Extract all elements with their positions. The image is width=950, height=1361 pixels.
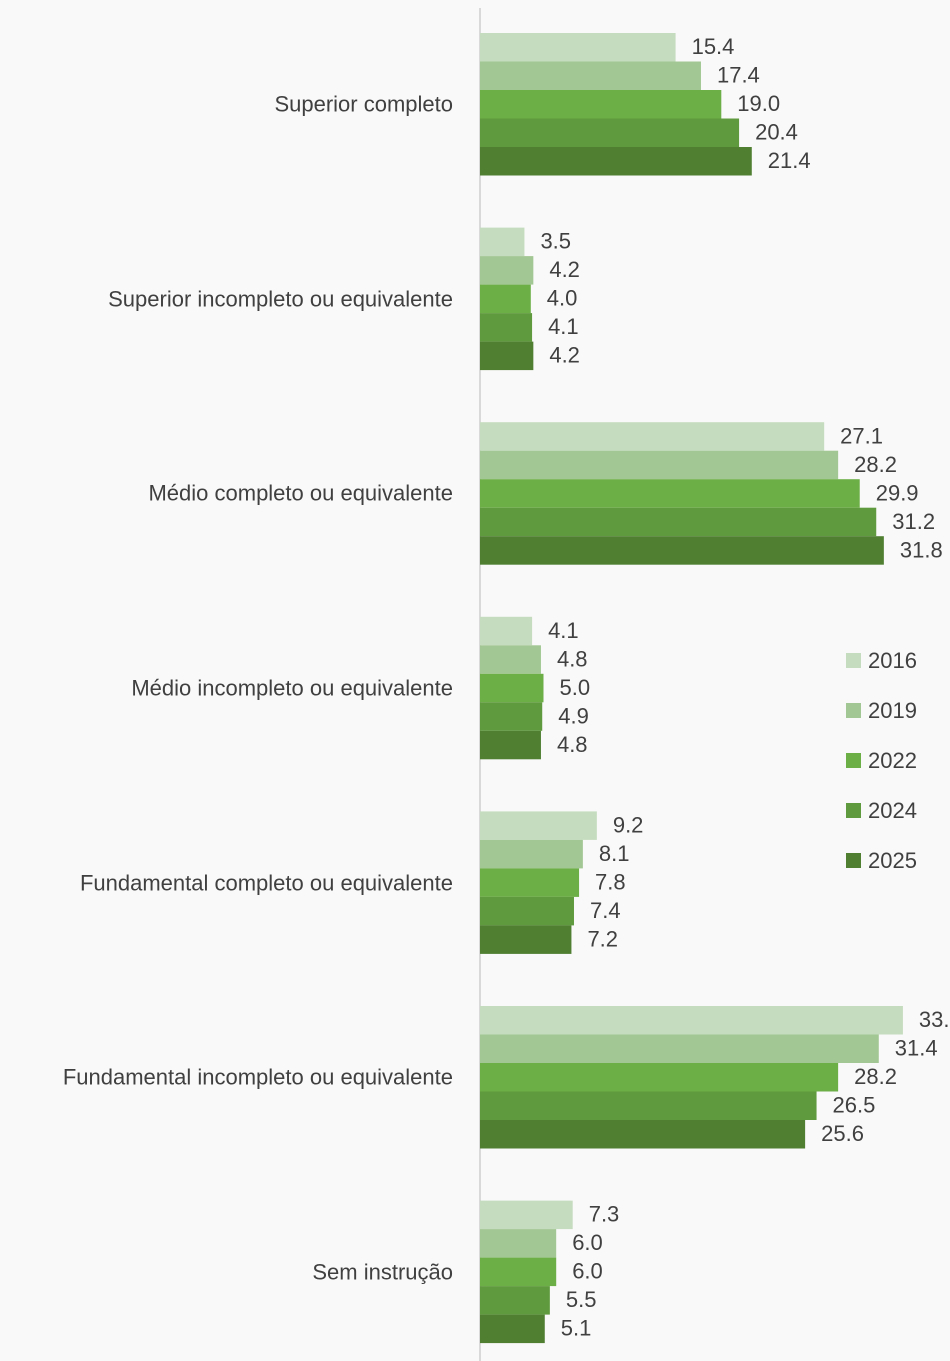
bar (480, 673, 544, 703)
legend-swatch (846, 753, 861, 768)
value-label: 5.1 (561, 1316, 592, 1341)
category-label: Sem instrução (0, 1254, 453, 1289)
category-text: Fundamental incompleto ou equivalente (62, 1064, 453, 1090)
value-label: 4.1 (548, 314, 579, 339)
bar (480, 284, 531, 314)
bar (480, 1286, 550, 1315)
category-text: Superior incompleto ou equivalente (108, 286, 453, 312)
bar (480, 1200, 573, 1230)
bar (480, 1006, 903, 1035)
value-label: 6.0 (572, 1259, 603, 1284)
value-label: 27.1 (840, 423, 883, 448)
value-label: 31.8 (900, 537, 943, 562)
value-label: 33.3 (919, 1007, 950, 1032)
bar (480, 118, 740, 147)
value-label: 6.0 (572, 1230, 603, 1255)
bar (480, 536, 884, 565)
bar (480, 147, 752, 176)
value-label: 26.5 (833, 1093, 876, 1118)
bar (480, 1063, 839, 1092)
legend-label: 2024 (868, 798, 917, 823)
bar (480, 868, 580, 897)
bar (480, 730, 541, 760)
bar (480, 341, 534, 371)
category-text: Superior completo (274, 91, 453, 117)
bar (480, 1314, 545, 1344)
bar (480, 645, 541, 674)
value-label: 29.9 (876, 480, 919, 505)
value-label: 3.5 (540, 229, 571, 254)
bar (480, 227, 525, 257)
legend-swatch (846, 803, 861, 818)
value-label: 31.2 (892, 509, 935, 534)
bar (480, 1257, 557, 1287)
bar (480, 702, 543, 731)
bar (480, 256, 534, 285)
category-text: Sem instrução (312, 1259, 453, 1285)
value-label: 15.4 (692, 34, 735, 59)
legend-swatch (846, 653, 861, 668)
category-text: Médio incompleto ou equivalente (131, 675, 453, 701)
value-label: 5.0 (560, 675, 591, 700)
value-label: 20.4 (755, 120, 798, 145)
category-text: Fundamental completo ou equivalente (79, 870, 453, 896)
value-label: 7.3 (589, 1202, 620, 1227)
bar (480, 90, 722, 119)
value-label: 31.4 (895, 1036, 938, 1061)
legend-label: 2016 (868, 648, 917, 673)
value-label: 9.2 (613, 812, 644, 837)
value-label: 28.2 (854, 452, 897, 477)
bar (480, 811, 597, 840)
bar (480, 1034, 879, 1063)
bar (480, 925, 572, 954)
bar (480, 616, 533, 646)
value-label: 5.5 (566, 1287, 597, 1312)
category-label: Fundamental completo ou equivalente (0, 865, 453, 900)
value-label: 4.1 (548, 618, 579, 643)
category-label: Fundamental incompleto ou equivalente (0, 1060, 453, 1095)
bar (480, 479, 860, 508)
value-label: 17.4 (717, 63, 760, 88)
value-label: 4.8 (557, 646, 588, 671)
value-label: 19.0 (737, 91, 780, 116)
bar (480, 507, 877, 537)
legend-label: 2019 (868, 698, 917, 723)
bar (480, 896, 574, 926)
value-label: 7.4 (590, 898, 621, 923)
legend-label: 2022 (868, 748, 917, 773)
category-label: Médio completo ou equivalente (0, 476, 453, 511)
value-label: 7.8 (595, 869, 626, 894)
value-label: 28.2 (854, 1064, 897, 1089)
bar (480, 1120, 806, 1149)
value-label: 25.6 (821, 1121, 864, 1146)
value-label: 4.2 (549, 257, 580, 282)
value-label: 4.9 (558, 703, 589, 728)
value-label: 4.8 (557, 732, 588, 757)
value-label: 7.2 (587, 926, 618, 951)
category-label: Superior incompleto ou equivalente (0, 281, 453, 316)
bar (480, 1091, 817, 1120)
legend-label: 2025 (868, 848, 917, 873)
legend-swatch (846, 853, 861, 868)
category-text: Médio completo ou equivalente (148, 480, 453, 506)
bar (480, 1229, 557, 1258)
bar (480, 422, 825, 451)
category-label: Médio incompleto ou equivalente (0, 671, 453, 706)
category-label: Superior completo (0, 87, 453, 122)
value-label: 21.4 (768, 148, 811, 173)
bar (480, 313, 533, 342)
value-label: 4.2 (549, 343, 580, 368)
value-label: 4.0 (547, 286, 578, 311)
legend-swatch (846, 703, 861, 718)
value-label: 8.1 (599, 841, 630, 866)
bar (480, 839, 583, 869)
bar (480, 33, 676, 62)
bar (480, 61, 701, 90)
bar (480, 450, 839, 480)
